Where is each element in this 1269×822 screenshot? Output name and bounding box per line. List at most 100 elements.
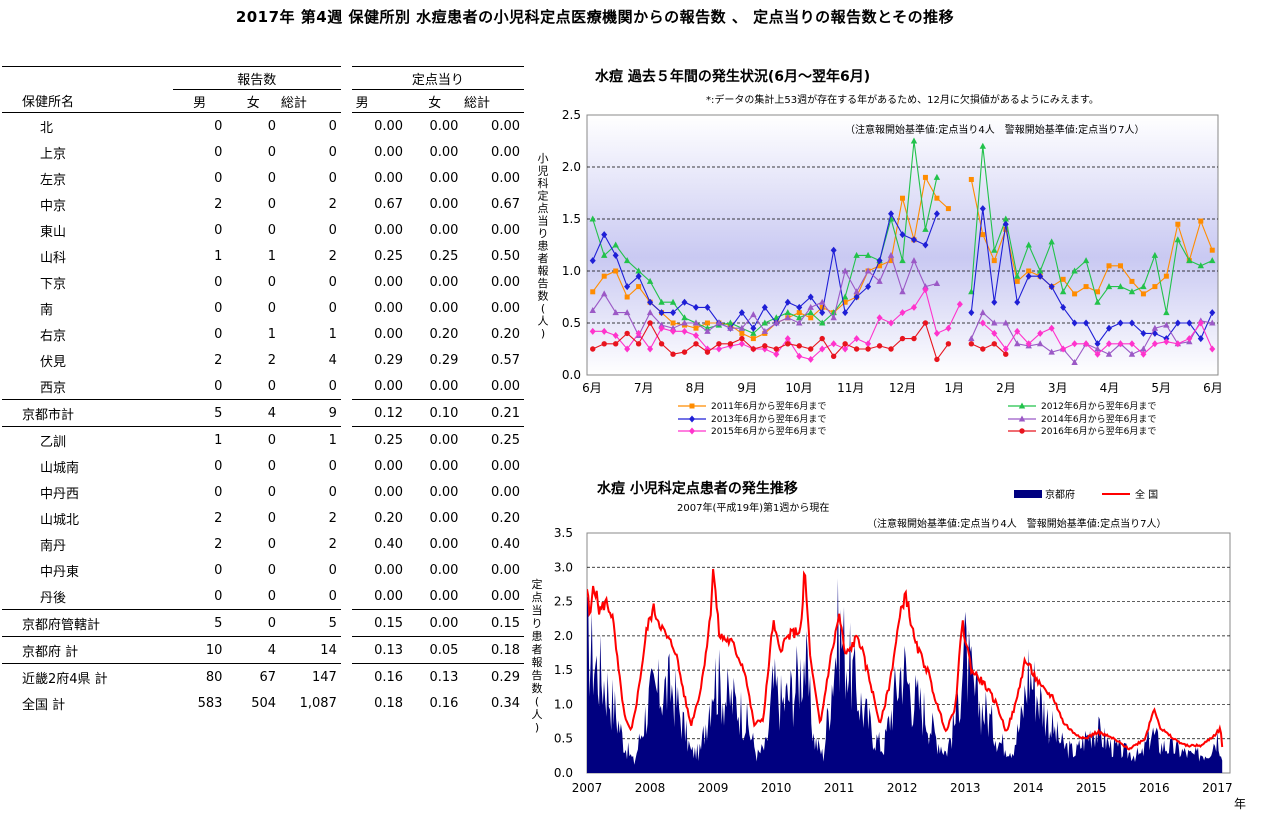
chart1-point xyxy=(1048,324,1055,332)
chart1-legend-item: 2012年6月から翌年6月まで xyxy=(1008,400,1156,412)
chart1-point xyxy=(911,335,917,342)
chart1-point xyxy=(784,309,791,316)
chart1-point xyxy=(1072,291,1078,297)
cell-rm: 0.12 xyxy=(351,399,408,427)
header-per-sentinel: 定点当り xyxy=(351,66,524,90)
cell-t: 1 xyxy=(328,432,337,448)
cell-rm: 0.00 xyxy=(374,562,404,578)
chart1-point xyxy=(979,142,987,149)
cell-rt: 0.18 xyxy=(462,636,524,664)
chart1-point xyxy=(934,195,940,201)
chart1-point xyxy=(1151,340,1158,348)
chart2-threshold-note: （注意報開始基準値:定点当り4人 警報開始基準値:定点当り7人） xyxy=(867,517,1166,530)
cell-t: 5 xyxy=(280,609,341,637)
chart1-legend-marker xyxy=(689,415,695,423)
chart1-point xyxy=(727,319,734,326)
cell-f: 0 xyxy=(267,144,277,160)
chart1-point xyxy=(876,277,883,284)
cell-rm: 0.25 xyxy=(374,248,404,264)
chart1-point xyxy=(635,272,642,280)
cell-m: 1 xyxy=(214,248,223,264)
table-row: 伏見 2 2 4 0.29 0.29 0.57 xyxy=(2,347,524,373)
cell-rf: 0.10 xyxy=(407,399,463,427)
cell-t: 0 xyxy=(328,562,337,578)
chart1-point xyxy=(1128,319,1135,327)
chart1-point xyxy=(635,329,642,337)
cell-rf: 0.20 xyxy=(429,326,459,342)
chart1-point xyxy=(1036,340,1044,347)
chart1-legend-item: 2013年6月から翌年6月まで xyxy=(678,413,826,425)
cell-t: 0 xyxy=(328,458,337,474)
cell-rt: 0.20 xyxy=(491,510,520,526)
chart1-point xyxy=(1071,359,1078,366)
chart1-point xyxy=(876,343,883,349)
chart1-point xyxy=(647,298,654,306)
chart1-point xyxy=(910,257,918,264)
chart1-y-tick: 0.5 xyxy=(562,316,581,330)
chart1-point xyxy=(1048,238,1055,245)
chart1-point xyxy=(658,309,665,317)
cell-rm: 0.00 xyxy=(374,118,404,134)
cell-rf: 0.00 xyxy=(429,170,459,186)
cell-m: 0 xyxy=(214,458,223,474)
column-header: 総計 xyxy=(462,89,524,113)
chart1-point xyxy=(750,336,756,342)
cell-rf: 0.00 xyxy=(429,196,459,212)
cell-f: 0 xyxy=(267,378,277,394)
chart1-legend-marker xyxy=(1018,415,1026,422)
chart1-point xyxy=(704,349,711,355)
cell-rm: 0.40 xyxy=(374,536,404,552)
chart1-point xyxy=(1175,221,1181,227)
chart1-point xyxy=(1083,284,1089,290)
chart1-point xyxy=(796,319,803,326)
chart1-point xyxy=(773,319,780,326)
row-name: 南丹 xyxy=(40,538,67,554)
chart2-title: 水痘 小児科定点患者の発生推移 xyxy=(597,480,798,497)
chart1-point xyxy=(1128,350,1136,357)
cell-rm: 0.00 xyxy=(374,170,404,186)
cell-f: 504 xyxy=(251,695,277,711)
cell-m: 0 xyxy=(214,222,223,238)
chart1-point xyxy=(1014,298,1021,306)
cell-t: 0 xyxy=(328,222,337,238)
chart1-title: 水痘 過去５年間の発生状況(6月～翌年6月) xyxy=(595,68,870,85)
chart1-point xyxy=(1197,319,1204,327)
cell-m: 0 xyxy=(214,118,223,134)
cell-f: 1 xyxy=(267,326,277,342)
chart1-point xyxy=(830,353,837,359)
chart1-x-tick: 10月 xyxy=(785,381,812,395)
chart1-point xyxy=(865,346,871,352)
chart1-y-label: 患 xyxy=(538,240,549,253)
chart2-y-tick: 3.0 xyxy=(554,560,573,574)
cell-rt: 0.15 xyxy=(462,609,524,637)
chart2-legend-national: 全 国 xyxy=(1102,488,1158,501)
chart1-point xyxy=(1071,319,1078,327)
chart1-point xyxy=(899,335,906,342)
cell-f: 2 xyxy=(267,352,277,368)
cell-rf: 0.00 xyxy=(429,300,459,316)
chart1-point xyxy=(1209,257,1216,264)
chart1-point xyxy=(1025,272,1032,280)
chart1-point xyxy=(1140,329,1147,337)
chart1-point xyxy=(739,335,745,342)
cell-f: 0 xyxy=(267,222,277,238)
chart1-point xyxy=(968,341,975,347)
cell-rm: 0.00 xyxy=(374,458,404,474)
chart1-y-label: 数 xyxy=(538,290,549,303)
cell-m: 0 xyxy=(214,326,223,342)
cell-t: 147 xyxy=(312,669,337,685)
cell-f: 0 xyxy=(267,510,277,526)
cell-rm: 0.15 xyxy=(351,609,408,637)
cell-rt: 0.00 xyxy=(491,170,520,186)
chart1-x-tick: 6月 xyxy=(1203,381,1223,395)
chart1-point xyxy=(842,345,849,353)
cell-rm: 0.00 xyxy=(374,274,404,290)
row-name: 上京 xyxy=(40,146,67,162)
chart1-point xyxy=(1186,335,1193,343)
chart1-point xyxy=(841,293,849,300)
chart1-point xyxy=(910,137,918,144)
chart1-y-tick: 2.5 xyxy=(562,108,581,122)
chart1-point xyxy=(658,321,665,328)
chart1-point xyxy=(1186,319,1193,327)
table-row: 乙訓 1 0 1 0.25 0.00 0.25 xyxy=(2,427,524,454)
